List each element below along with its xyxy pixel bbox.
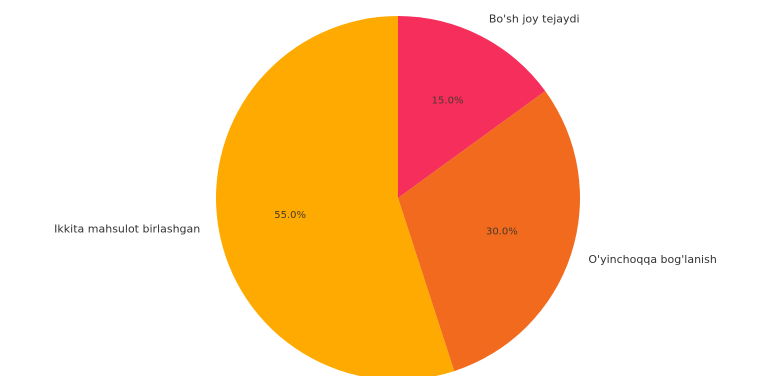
pie-percent-label-2: 30.0% [486,227,518,238]
pie-slice-1 [398,16,546,198]
pie-slice-3 [216,16,455,376]
slices-group [216,16,580,376]
pie-category-label-2: O'yinchoqqa bog'lanish [588,253,716,266]
pie-percent-label-3: 55.0% [274,210,306,221]
pie-percent-label-1: 15.0% [432,96,464,107]
pie-slice-2 [398,91,580,372]
pie-category-label-3: Ikkita mahsulot birlashgan [54,222,200,235]
labels-group: 15.0% Bo'sh joy tejaydi 30.0% O'yinchoqqa b… [54,13,717,266]
pie-category-label-1: Bo'sh joy tejaydi [489,13,580,26]
